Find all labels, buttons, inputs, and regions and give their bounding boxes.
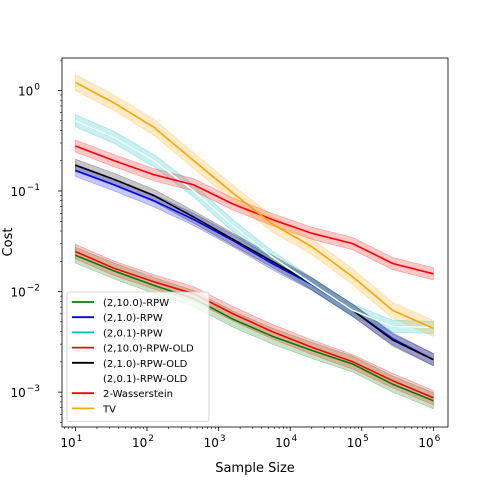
x-tick-label-4: 105 [347, 434, 369, 450]
x-tick-label-exp-2: 3 [220, 434, 226, 444]
legend-label-5: (2,0.1)-RPW-OLD [103, 374, 188, 385]
legend-label-7: TV [102, 404, 116, 415]
legend: (2,10.0)-RPW (2,1.0)-RPW (2,0.1)-RPW (2,10.… [66, 291, 210, 423]
x-tick-label-exp-0: 1 [77, 434, 83, 444]
series-lines [75, 81, 434, 402]
legend-label-4: (2,1.0)-RPW-OLD [103, 359, 188, 370]
y-tick-label-exp-0: −3 [27, 384, 40, 394]
y-tick-label-exp-1: −2 [27, 284, 40, 294]
line-series-7 [75, 81, 434, 330]
y-tick-label-3: 100 [18, 82, 40, 98]
y-tick-label-1: 10−2 [10, 284, 40, 300]
y-tick-label-exp-3: 0 [34, 82, 40, 92]
x-tick-label-2: 103 [204, 434, 226, 450]
line-series-4 [75, 164, 434, 361]
x-tick-label-exp-3: 4 [291, 434, 297, 444]
legend-label-3: (2,10.0)-RPW-OLD [103, 344, 194, 355]
legend-label-0: (2,10.0)-RPW [103, 298, 169, 309]
x-axis-title: Sample Size [215, 461, 295, 476]
x-tick-label-3: 104 [275, 434, 297, 450]
x-tick-label-exp-5: 6 [435, 434, 441, 444]
y-tick-label-2: 10−1 [10, 183, 40, 199]
plot-frame [61, 57, 449, 428]
line-series-6 [75, 145, 434, 275]
y-tick-label-0: 10−3 [10, 384, 40, 400]
legend-box [66, 291, 210, 423]
line-series-5 [75, 119, 434, 329]
legend-label-1: (2,1.0)-RPW [103, 313, 163, 324]
y-axis-ticks: 10−3 10−2 10−1 100 [10, 59, 62, 423]
y-tick-label-exp-2: −1 [27, 183, 40, 193]
line-series-3 [75, 250, 434, 399]
x-tick-label-0: 101 [60, 434, 82, 450]
x-axis-ticks: 101 102 103 104 105 106 [60, 427, 441, 450]
x-tick-label-5: 106 [418, 434, 440, 450]
x-tick-label-exp-1: 2 [148, 434, 154, 444]
line-series-0 [75, 254, 434, 402]
x-tick-label-exp-4: 5 [363, 434, 369, 444]
legend-label-2: (2,0.1)-RPW [103, 328, 163, 339]
legend-label-6: 2-Wasserstein [103, 389, 173, 400]
y-axis-title: Cost [1, 228, 16, 257]
x-tick-label-1: 102 [132, 434, 154, 450]
band-series-4 [75, 158, 434, 367]
